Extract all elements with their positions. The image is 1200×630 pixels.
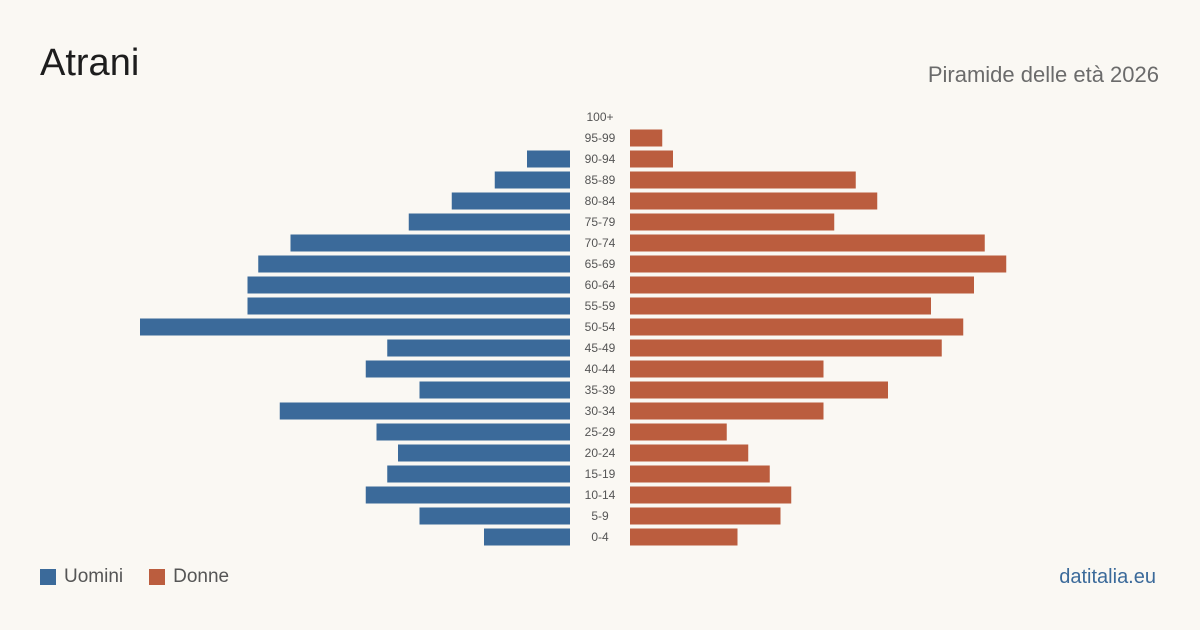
legend-item-women: Donne [149, 566, 229, 588]
legend-label-men: Uomini [64, 566, 124, 587]
bar-women [630, 402, 824, 420]
age-group-label: 20-24 [585, 446, 616, 460]
bar-women [630, 213, 835, 231]
bar-women [630, 234, 985, 252]
bar-women [630, 129, 663, 147]
bar-men [365, 360, 570, 378]
bar-women [630, 339, 942, 357]
age-group-label: 50-54 [585, 320, 616, 334]
bar-women [630, 318, 964, 336]
age-group-label: 75-79 [585, 215, 616, 229]
age-group-label: 55-59 [585, 299, 616, 313]
age-group-label: 5-9 [591, 509, 609, 523]
bar-men [419, 381, 570, 399]
age-group-label: 35-39 [585, 383, 616, 397]
brand-link[interactable]: datitalia.eu [1059, 566, 1156, 588]
legend-swatch-women [149, 569, 166, 585]
legend: Uomini Donne [40, 566, 255, 588]
age-group-label: 100+ [586, 110, 613, 124]
page-title: Atrani [40, 42, 140, 84]
bar-men [140, 318, 570, 336]
bar-men [290, 234, 570, 252]
bar-men [408, 213, 570, 231]
bar-women [630, 255, 1007, 273]
bar-men [398, 444, 570, 462]
bar-men [376, 423, 570, 441]
bar-women [630, 528, 738, 546]
age-group-label: 80-84 [585, 194, 616, 208]
bar-women [630, 444, 749, 462]
bar-men [247, 276, 570, 294]
bar-men [527, 150, 570, 168]
bar-men [484, 528, 570, 546]
bar-women [630, 297, 931, 315]
legend-label-women: Donne [173, 566, 230, 587]
bar-women [630, 360, 824, 378]
bar-men [419, 507, 570, 525]
bar-women [630, 465, 770, 483]
age-group-label: 70-74 [585, 236, 616, 250]
age-group-label: 25-29 [585, 425, 616, 439]
bar-men [247, 297, 570, 315]
age-group-label: 0-4 [591, 530, 609, 544]
bar-women [630, 150, 673, 168]
bar-women [630, 507, 781, 525]
bar-men [365, 486, 570, 504]
age-group-label: 85-89 [585, 173, 616, 187]
age-group-label: 10-14 [585, 488, 616, 502]
legend-swatch-men [40, 569, 56, 585]
bar-men [451, 192, 570, 210]
age-group-label: 30-34 [585, 404, 616, 418]
bar-women [630, 423, 727, 441]
age-group-label: 90-94 [585, 152, 616, 166]
bar-women [630, 486, 792, 504]
bar-men [279, 402, 570, 420]
chart-subtitle: Piramide delle età 2026 [927, 62, 1159, 87]
bar-women [630, 276, 974, 294]
bar-men [387, 339, 570, 357]
legend-item-men: Uomini [40, 566, 123, 588]
bar-women [630, 171, 856, 189]
age-group-label: 40-44 [585, 362, 616, 376]
bar-men [494, 171, 570, 189]
bar-men [258, 255, 570, 273]
age-group-label: 15-19 [585, 467, 616, 481]
age-group-label: 95-99 [585, 131, 616, 145]
age-group-label: 45-49 [585, 341, 616, 355]
population-pyramid-chart: 100+ 95-99 90-94 85-89 80-84 75-79 70-74 65-69 6… [140, 110, 1007, 546]
bar-men [387, 465, 570, 483]
age-group-label: 60-64 [585, 278, 616, 292]
age-group-label: 65-69 [585, 257, 616, 271]
bar-women [630, 381, 888, 399]
bar-women [630, 192, 878, 210]
